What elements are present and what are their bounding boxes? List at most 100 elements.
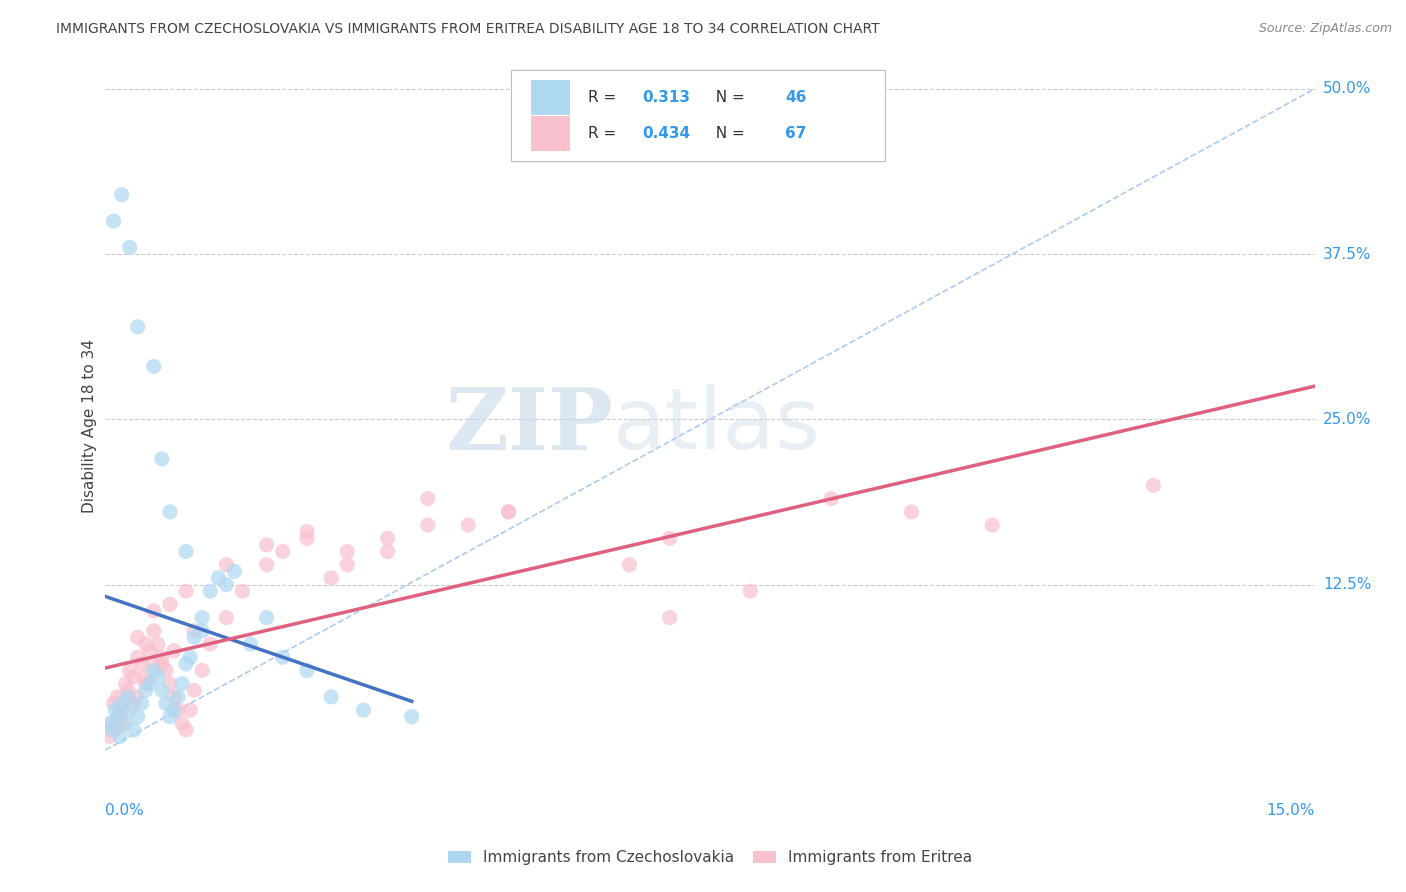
Point <box>98 730 121 744</box>
Text: 12.5%: 12.5% <box>1323 577 1371 592</box>
Point <box>127 319 149 334</box>
Point <box>179 703 201 717</box>
Point <box>135 683 157 698</box>
Point <box>619 558 641 572</box>
Text: 0.434: 0.434 <box>643 126 690 141</box>
Point <box>401 710 423 724</box>
Point <box>191 624 214 638</box>
Point <box>127 631 149 645</box>
Point <box>215 558 238 572</box>
Point <box>215 610 238 624</box>
Point <box>336 558 359 572</box>
Point <box>104 723 127 737</box>
Text: atlas: atlas <box>613 384 821 467</box>
Point <box>377 531 399 545</box>
Point <box>122 723 145 737</box>
FancyBboxPatch shape <box>510 70 886 161</box>
Point <box>256 558 278 572</box>
Point <box>159 505 181 519</box>
Point <box>416 518 439 533</box>
Point <box>131 697 153 711</box>
Point <box>117 683 139 698</box>
Point <box>321 690 343 704</box>
Point <box>352 703 374 717</box>
Point <box>142 624 165 638</box>
Point <box>155 664 177 678</box>
Text: 25.0%: 25.0% <box>1323 412 1371 426</box>
Point <box>820 491 842 506</box>
Point <box>179 650 201 665</box>
Point <box>183 683 205 698</box>
Point <box>135 637 157 651</box>
Text: 0.313: 0.313 <box>643 90 690 105</box>
Point <box>231 584 253 599</box>
Text: 46: 46 <box>785 90 807 105</box>
Point <box>122 697 145 711</box>
Point <box>150 657 173 671</box>
FancyBboxPatch shape <box>531 116 569 151</box>
Point <box>135 676 157 690</box>
Point <box>191 664 214 678</box>
Point <box>174 723 197 737</box>
Point <box>416 491 439 506</box>
Point <box>127 650 149 665</box>
Point <box>159 710 181 724</box>
Point <box>114 676 136 690</box>
Text: R =: R = <box>588 90 621 105</box>
Point <box>336 544 359 558</box>
Point <box>110 703 132 717</box>
Point <box>103 214 125 228</box>
Point <box>256 538 278 552</box>
Text: N =: N = <box>706 126 749 141</box>
Point <box>146 637 169 651</box>
Point <box>131 657 153 671</box>
Point <box>110 187 132 202</box>
Point <box>146 670 169 684</box>
Point <box>150 650 173 665</box>
Point <box>174 544 197 558</box>
Text: 15.0%: 15.0% <box>1267 803 1315 818</box>
Point <box>104 703 127 717</box>
Point <box>183 631 205 645</box>
Point <box>139 676 162 690</box>
Text: 37.5%: 37.5% <box>1323 246 1371 261</box>
Point <box>183 624 205 638</box>
Point <box>117 690 139 704</box>
Point <box>271 650 294 665</box>
Point <box>107 690 129 704</box>
Point <box>498 505 520 519</box>
Point <box>118 664 141 678</box>
Point <box>498 505 520 519</box>
Point <box>167 703 190 717</box>
Text: 50.0%: 50.0% <box>1323 81 1371 96</box>
Text: R =: R = <box>588 126 621 141</box>
Point <box>101 723 124 737</box>
Point <box>107 710 129 724</box>
Point <box>256 610 278 624</box>
Point <box>224 565 246 579</box>
Point <box>142 664 165 678</box>
Text: 0.0%: 0.0% <box>105 803 145 818</box>
FancyBboxPatch shape <box>531 80 569 115</box>
Point <box>239 637 262 651</box>
Point <box>150 452 173 467</box>
Point <box>127 710 149 724</box>
Point <box>170 716 193 731</box>
Point <box>658 531 681 545</box>
Text: N =: N = <box>706 90 749 105</box>
Point <box>141 657 163 671</box>
Point <box>125 690 148 704</box>
Point <box>900 505 922 519</box>
Point <box>215 577 238 591</box>
Point <box>103 697 125 711</box>
Point <box>98 716 121 731</box>
Point <box>110 716 132 731</box>
Point <box>271 544 294 558</box>
Point <box>191 610 214 624</box>
Point <box>981 518 1004 533</box>
Point <box>658 610 681 624</box>
Point <box>163 690 186 704</box>
Text: IMMIGRANTS FROM CZECHOSLOVAKIA VS IMMIGRANTS FROM ERITREA DISABILITY AGE 18 TO 3: IMMIGRANTS FROM CZECHOSLOVAKIA VS IMMIGR… <box>56 22 880 37</box>
Point <box>457 518 479 533</box>
Point <box>118 703 141 717</box>
